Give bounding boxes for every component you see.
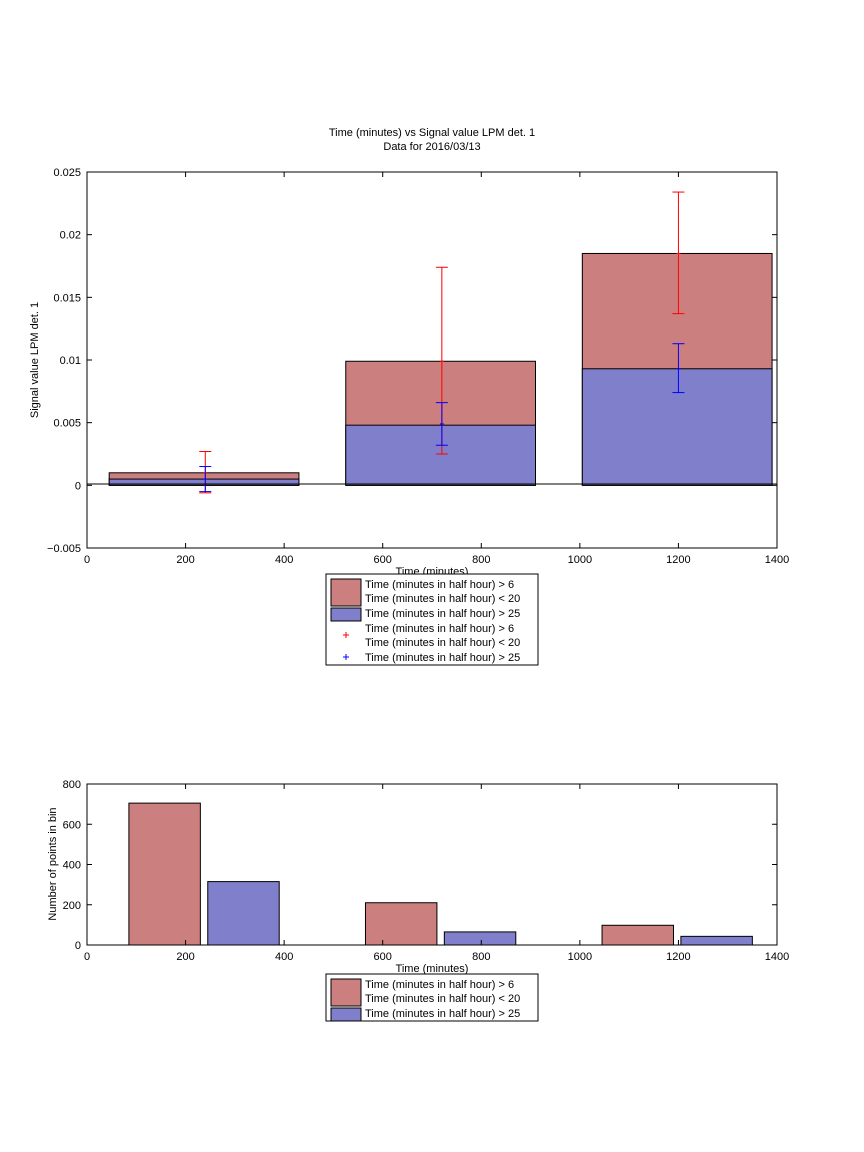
chart-1-errorbar [672, 191, 685, 315]
chart-2-y-tick-label: 400 [63, 860, 81, 872]
chart-1-x-tick-label: 800 [472, 554, 490, 566]
chart-1-legend-label: Time (minutes in half hour) > 6 [365, 623, 514, 635]
chart-1-errorbar [672, 343, 685, 394]
chart-2-legend-entries: Time (minutes in half hour) > 6 Time (min… [330, 978, 520, 1022]
chart-2: 0 200 400 600 800 1000 1200 1400 0200400600800 … [47, 779, 789, 1022]
chart-2-y-tick-label: 200 [63, 900, 81, 912]
chart-2-x-tick-label: 1000 [568, 951, 592, 963]
chart-1-legend: Time (minutes in half hour) > 6 Time (min… [325, 573, 539, 666]
chart-1-subtitle: Data for 2016/03/13 [383, 141, 480, 153]
chart-1-y-tick-label: −0.005 [47, 543, 81, 555]
chart-2-x-axis-label: Time (minutes) [396, 963, 469, 975]
chart-2-legend-swatch [330, 1007, 362, 1022]
chart-1-y-tick-label: 0 [75, 480, 81, 492]
chart-1-y-tick-label: 0.01 [60, 355, 81, 367]
chart-2-bar [128, 802, 201, 946]
chart-2-x-ticks: 0 200 400 600 800 1000 1200 1400 [84, 784, 789, 963]
chart-1-legend-swatch [330, 578, 362, 607]
chart-1-title: Time (minutes) vs Signal value LPM det. … [329, 127, 535, 139]
chart-1-x-tick-label: 1200 [666, 554, 690, 566]
chart-1-legend-entries: Time (minutes in half hour) > 6 Time (min… [330, 578, 520, 664]
chart-2-x-tick-label: 400 [275, 951, 293, 963]
chart-2-legend: Time (minutes in half hour) > 6 Time (min… [325, 973, 539, 1022]
chart-1-x-tick-label: 1400 [765, 554, 789, 566]
chart-1-x-tick-label: 600 [374, 554, 392, 566]
chart-1-legend-label: Time (minutes in half hour) < 20 [365, 637, 520, 649]
chart-1-y-ticks: −0.005 0 0.005 0.01 0.015 0.02 0.025 [47, 167, 777, 555]
chart-2-bar [601, 924, 674, 946]
chart-1-legend-label: Time (minutes in half hour) > 25 [365, 608, 520, 620]
chart-2-x-tick-label: 1400 [765, 951, 789, 963]
chart-1-x-ticks: 0 200 400 600 800 1000 1200 1400 [84, 172, 789, 566]
chart-1: Time (minutes) vs Signal value LPM det. … [29, 127, 789, 666]
chart-2-bar [443, 931, 517, 946]
chart-1-errorbar [435, 402, 448, 446]
chart-2-x-tick-label: 800 [472, 951, 490, 963]
chart-2-legend-label: Time (minutes in half hour) > 6 [365, 979, 514, 991]
chart-1-x-tick-label: 200 [176, 554, 194, 566]
chart-2-y-axis-label: Number of points in bin [47, 807, 59, 920]
chart-2-bar [207, 881, 280, 946]
chart-2-bar [680, 935, 753, 946]
chart-2-x-tick-label: 0 [84, 951, 90, 963]
chart-1-x-tick-label: 1000 [568, 554, 592, 566]
chart-2-legend-label: Time (minutes in half hour) < 20 [365, 993, 520, 1005]
chart-1-y-tick-label: 0.005 [53, 418, 81, 430]
chart-2-x-tick-label: 200 [176, 951, 194, 963]
chart-1-x-tick-label: 0 [84, 554, 90, 566]
chart-2-x-tick-label: 600 [374, 951, 392, 963]
chart-1-errorbar [199, 466, 212, 493]
chart-1-errorbars [199, 191, 685, 494]
chart-1-y-tick-label: 0.025 [53, 167, 81, 179]
chart-2-legend-label: Time (minutes in half hour) > 25 [365, 1008, 520, 1020]
chart-2-legend-swatch [330, 978, 362, 1007]
chart-1-legend-swatch [330, 607, 362, 622]
chart-1-legend-label: Time (minutes in half hour) < 20 [365, 593, 520, 605]
chart-1-legend-label: Time (minutes in half hour) > 6 [365, 579, 514, 591]
chart-2-y-tick-label: 800 [63, 779, 81, 791]
chart-1-y-tick-label: 0.02 [60, 230, 81, 242]
chart-2-bars [128, 802, 753, 946]
chart-2-bar [364, 902, 438, 946]
chart-1-legend-label: Time (minutes in half hour) > 25 [365, 652, 520, 664]
chart-1-bar [345, 424, 536, 486]
chart-2-x-tick-label: 1200 [666, 951, 690, 963]
chart-1-y-axis-label: Signal value LPM det. 1 [29, 302, 41, 418]
chart-1-x-tick-label: 400 [275, 554, 293, 566]
chart-1-bar [581, 368, 773, 486]
chart-2-y-tick-label: 600 [63, 819, 81, 831]
chart-2-y-tick-label: 0 [75, 940, 81, 952]
chart-1-y-tick-label: 0.015 [53, 292, 81, 304]
chart-2-y-ticks: 0 200 400 600 800 [63, 779, 777, 952]
chart-1-bars [108, 252, 773, 486]
